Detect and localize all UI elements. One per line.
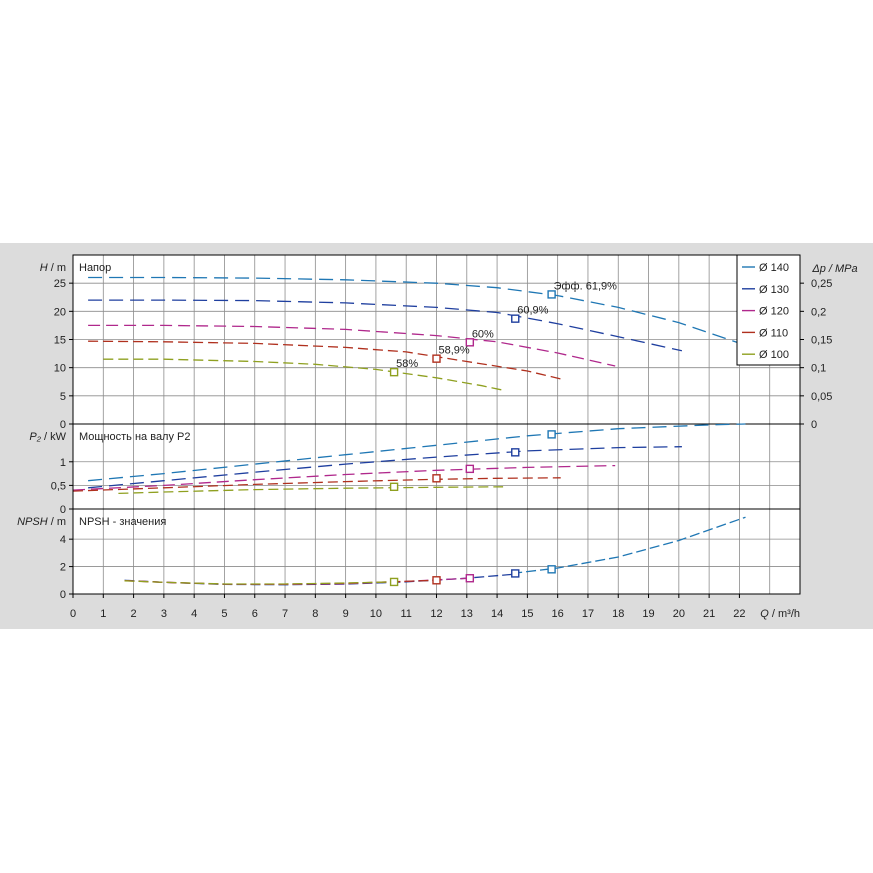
curve-100 (124, 580, 395, 585)
y-right-tick-label: 0 (811, 419, 817, 431)
legend-item: Ø 100 (759, 349, 789, 361)
x-tick-label: 15 (521, 608, 533, 620)
x-tick-label: 1 (100, 608, 106, 620)
efficiency-label: 60,9% (517, 305, 548, 317)
efficiency-label: Эфф. 61,9% (554, 280, 618, 292)
x-tick-label: 19 (642, 608, 654, 620)
y-tick-label: 20 (54, 306, 66, 318)
efficiency-label: 60% (472, 328, 494, 340)
x-tick-label: 17 (582, 608, 594, 620)
legend-item: Ø 120 (759, 306, 789, 318)
bep-marker (432, 354, 441, 363)
x-tick-label: 12 (430, 608, 442, 620)
x-tick-label: 16 (552, 608, 564, 620)
bep-marker (389, 577, 399, 587)
curve-130 (88, 446, 682, 489)
curve-100 (103, 358, 504, 391)
bep-marker (547, 430, 556, 439)
bep-marker (465, 338, 475, 347)
bep-marker (547, 290, 556, 299)
efficiency-label: 58,9% (439, 345, 470, 357)
y-tick-label: 25 (54, 278, 66, 290)
y-tick-label: 0 (60, 589, 66, 601)
x-tick-label: 5 (221, 608, 227, 620)
x-tick-label: 10 (370, 608, 382, 620)
bep-marker (465, 464, 475, 474)
curve-100 (118, 486, 504, 495)
x-tick-label: 4 (191, 608, 197, 620)
y-right-tick-label: 0,1 (811, 363, 826, 375)
curve-120 (88, 324, 616, 367)
y-right-tick-label: 0,25 (811, 278, 832, 290)
panel-title: Мощность на валу P2 (79, 431, 191, 443)
panel-title: Напор (79, 262, 111, 274)
curve-110 (88, 340, 561, 380)
y-tick-label: 0 (60, 504, 66, 516)
x-tick-label: 6 (252, 608, 258, 620)
curve-120 (72, 464, 616, 491)
curve-140 (88, 276, 749, 347)
efficiency-label: 58% (396, 358, 418, 370)
legend-item: Ø 140 (759, 262, 789, 274)
x-tick-label: 2 (131, 608, 137, 620)
x-tick-label: 3 (161, 608, 167, 620)
bep-marker (389, 482, 399, 492)
y-tick-label: 0,5 (51, 480, 66, 492)
bep-marker (547, 565, 556, 574)
curve-140 (512, 516, 746, 575)
y-axis-label: NPSH / m (17, 516, 66, 528)
curve-130 (88, 299, 683, 352)
x-tick-label: 11 (400, 608, 411, 620)
legend-item: Ø 110 (759, 327, 788, 339)
x-tick-label: 7 (282, 608, 288, 620)
panel-title: NPSH - значения (79, 516, 166, 528)
y-tick-label: 10 (54, 363, 66, 375)
y-tick-label: 0 (60, 419, 66, 431)
x-tick-label: 22 (733, 608, 745, 620)
bep-marker (432, 576, 441, 585)
y-axis-label: P₂ / kW (29, 431, 66, 443)
y-tick-label: 15 (54, 335, 66, 347)
x-tick-label: 9 (343, 608, 349, 620)
legend-item: Ø 130 (759, 284, 789, 296)
bep-marker (511, 448, 520, 457)
bep-marker (511, 314, 520, 323)
y-right-tick-label: 0,05 (811, 391, 832, 403)
bep-marker (432, 474, 441, 483)
x-axis-label: Q / m³/h (760, 608, 800, 620)
curve-140 (88, 423, 746, 482)
y-tick-label: 2 (60, 562, 66, 574)
x-tick-label: 0 (70, 608, 76, 620)
y-tick-label: 5 (60, 391, 66, 403)
x-tick-label: 18 (612, 608, 624, 620)
y-right-tick-label: 0,2 (811, 306, 826, 318)
y-right-axis-label: Δp / MPa (811, 263, 857, 275)
x-tick-label: 20 (673, 608, 685, 620)
x-tick-label: 21 (703, 608, 715, 620)
x-tick-label: 8 (312, 608, 318, 620)
bep-marker (511, 569, 520, 578)
curve-110 (72, 477, 561, 492)
bep-marker (389, 367, 399, 377)
x-tick-label: 13 (461, 608, 473, 620)
y-tick-label: 1 (60, 457, 66, 469)
y-axis-label: H / m (40, 262, 66, 274)
legend: Ø 140 Ø 130 Ø 120 Ø 110 Ø 100 (736, 254, 801, 366)
bep-marker (465, 574, 475, 583)
y-right-tick-label: 0,15 (811, 335, 832, 347)
x-tick-label: 14 (491, 608, 503, 620)
y-tick-label: 4 (60, 534, 66, 546)
